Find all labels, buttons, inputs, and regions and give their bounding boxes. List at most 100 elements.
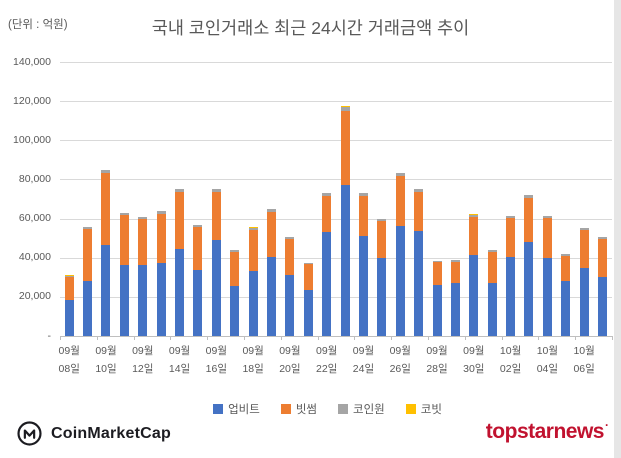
bar-slot bbox=[428, 62, 446, 336]
x-tick-label: 10월 bbox=[573, 345, 595, 357]
bar-09월 24일 bbox=[358, 192, 368, 336]
legend-item-코빗: 코빗 bbox=[405, 401, 442, 417]
x-axis-tick bbox=[501, 336, 503, 340]
bar-09월 25일 bbox=[377, 218, 387, 336]
segment-코인원 bbox=[358, 193, 368, 196]
x-tick-label: 09월 bbox=[279, 345, 301, 357]
bar-09월 13일 bbox=[156, 211, 166, 336]
segment-코인원 bbox=[469, 214, 479, 217]
segment-코인원 bbox=[230, 250, 240, 252]
right-edge-strip bbox=[614, 0, 621, 458]
segment-빗썸 bbox=[395, 176, 405, 227]
x-label-slot: 09월 16일 bbox=[205, 342, 227, 378]
bar-slot bbox=[409, 62, 427, 336]
bar-slot bbox=[60, 62, 78, 336]
x-label-slot bbox=[336, 342, 354, 378]
bar-slot bbox=[446, 62, 464, 336]
bar-10월 03일 bbox=[524, 194, 534, 336]
segment-코빗 bbox=[340, 106, 350, 107]
x-tick-label: 14일 bbox=[168, 363, 191, 375]
x-axis-tick bbox=[317, 336, 319, 340]
segment-코인원 bbox=[395, 173, 405, 177]
segment-코인원 bbox=[340, 106, 350, 111]
segment-코인원 bbox=[561, 254, 571, 256]
bar-slot bbox=[170, 62, 188, 336]
segment-빗썸 bbox=[64, 276, 74, 300]
x-tick-label: 30일 bbox=[463, 363, 485, 375]
legend-item-코인원: 코인원 bbox=[338, 401, 385, 417]
x-label-slot: 09월 08일 bbox=[59, 342, 80, 378]
segment-코인원 bbox=[506, 215, 516, 219]
topstarnews-text: topstarnews bbox=[485, 420, 605, 443]
bar-slot bbox=[336, 62, 354, 336]
segment-코인원 bbox=[101, 170, 111, 174]
segment-코인원 bbox=[64, 275, 74, 277]
x-label-slot: 10월 02일 bbox=[499, 342, 522, 378]
x-label-slot bbox=[483, 342, 501, 378]
x-label-slot bbox=[373, 342, 391, 378]
segment-업비트 bbox=[450, 283, 460, 336]
segment-업비트 bbox=[487, 283, 497, 336]
y-tick-label: - bbox=[47, 329, 52, 342]
x-tick-label: 09월 bbox=[95, 345, 117, 357]
legend-label: 코빗 bbox=[420, 404, 442, 416]
legend-swatch bbox=[405, 404, 416, 414]
x-tick-label: 09월 bbox=[352, 345, 375, 357]
segment-빗썸 bbox=[414, 191, 424, 231]
segment-코인원 bbox=[193, 225, 203, 228]
x-tick-label: 09월 bbox=[389, 345, 411, 357]
segment-업비트 bbox=[469, 254, 479, 336]
segment-빗썸 bbox=[377, 220, 387, 258]
legend-label: 업비트 bbox=[228, 404, 260, 416]
x-label-slot: 09월 14일 bbox=[168, 342, 191, 378]
segment-업비트 bbox=[542, 257, 552, 336]
x-tick-label: 22일 bbox=[316, 363, 338, 375]
bar-09월 21일 bbox=[303, 262, 313, 336]
topstarnews-logo: topstarnews· bbox=[486, 418, 609, 444]
gridline bbox=[60, 101, 612, 103]
bar-09월 11일 bbox=[119, 212, 129, 336]
x-label-slot: 09월 20일 bbox=[279, 342, 301, 378]
x-tick-label: 09월 bbox=[205, 345, 227, 357]
legend-label: 빗썸 bbox=[295, 404, 317, 416]
y-tick-label: 140,000 bbox=[13, 55, 51, 68]
segment-빗썸 bbox=[285, 239, 295, 275]
gridline bbox=[60, 179, 612, 181]
bar-09월 14일 bbox=[175, 188, 185, 336]
x-label-slot bbox=[226, 342, 244, 378]
plot-area bbox=[60, 62, 613, 340]
bar-slot bbox=[373, 62, 391, 336]
segment-코인원 bbox=[542, 215, 552, 219]
x-label-slot: 09월 30일 bbox=[463, 342, 485, 378]
bar-slot bbox=[354, 62, 372, 336]
segment-빗썸 bbox=[340, 110, 350, 185]
segment-업비트 bbox=[340, 184, 350, 336]
segment-빗썸 bbox=[450, 261, 460, 284]
bar-slot bbox=[189, 62, 207, 336]
bar-slot bbox=[593, 62, 611, 336]
segment-코인원 bbox=[119, 213, 129, 216]
x-axis-tick bbox=[133, 336, 135, 340]
x-label-slot bbox=[520, 342, 538, 378]
x-tick-label: 02일 bbox=[499, 363, 522, 375]
x-label-slot: 09월 10일 bbox=[95, 342, 117, 378]
bar-slot bbox=[299, 62, 317, 336]
x-label-slot bbox=[189, 342, 207, 378]
segment-업비트 bbox=[119, 264, 129, 336]
x-label-slot: 09월 26일 bbox=[389, 342, 411, 378]
bar-09월 10일 bbox=[101, 169, 111, 336]
segment-업비트 bbox=[193, 270, 203, 336]
bar-09월 30일 bbox=[469, 214, 479, 336]
coinmarketcap-text: CoinMarketCap bbox=[51, 424, 171, 442]
segment-업비트 bbox=[285, 274, 295, 336]
x-axis-tick bbox=[538, 336, 540, 340]
bar-10월 06일 bbox=[579, 227, 589, 336]
bar-09월 20일 bbox=[285, 237, 295, 336]
segment-빗썸 bbox=[303, 264, 313, 290]
x-label-slot: 09월 22일 bbox=[316, 342, 338, 378]
segment-코인원 bbox=[175, 189, 185, 192]
x-axis-tick bbox=[207, 336, 209, 340]
x-label-slot: 10월 06일 bbox=[573, 342, 595, 378]
segment-업비트 bbox=[506, 257, 516, 336]
y-tick-label: 20,000 bbox=[18, 290, 51, 303]
